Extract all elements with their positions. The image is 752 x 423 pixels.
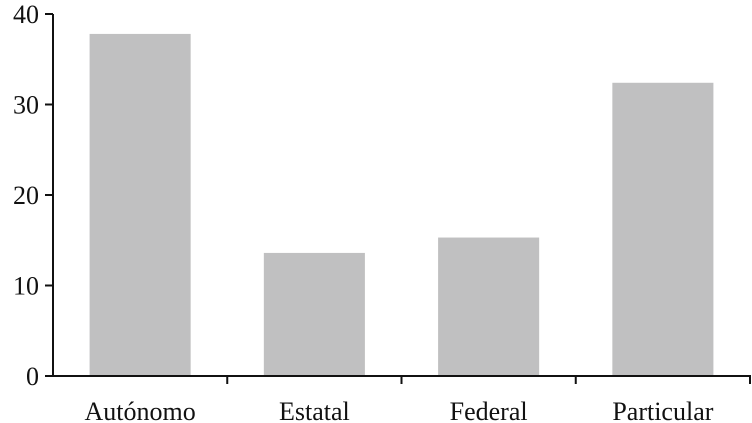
y-tick-label: 10 (13, 272, 39, 301)
y-tick-label: 0 (26, 362, 39, 391)
y-tick-label: 40 (13, 0, 39, 29)
x-tick-label: Particular (612, 397, 713, 423)
bar (263, 252, 365, 376)
x-tick-label: Autónomo (85, 397, 196, 423)
y-tick-label: 20 (13, 181, 39, 210)
x-tick-label: Estatal (279, 397, 350, 423)
x-tick-label: Federal (450, 397, 528, 423)
bar (438, 237, 540, 376)
y-tick-label: 30 (13, 91, 39, 120)
bar (612, 82, 714, 376)
bar (89, 33, 191, 376)
